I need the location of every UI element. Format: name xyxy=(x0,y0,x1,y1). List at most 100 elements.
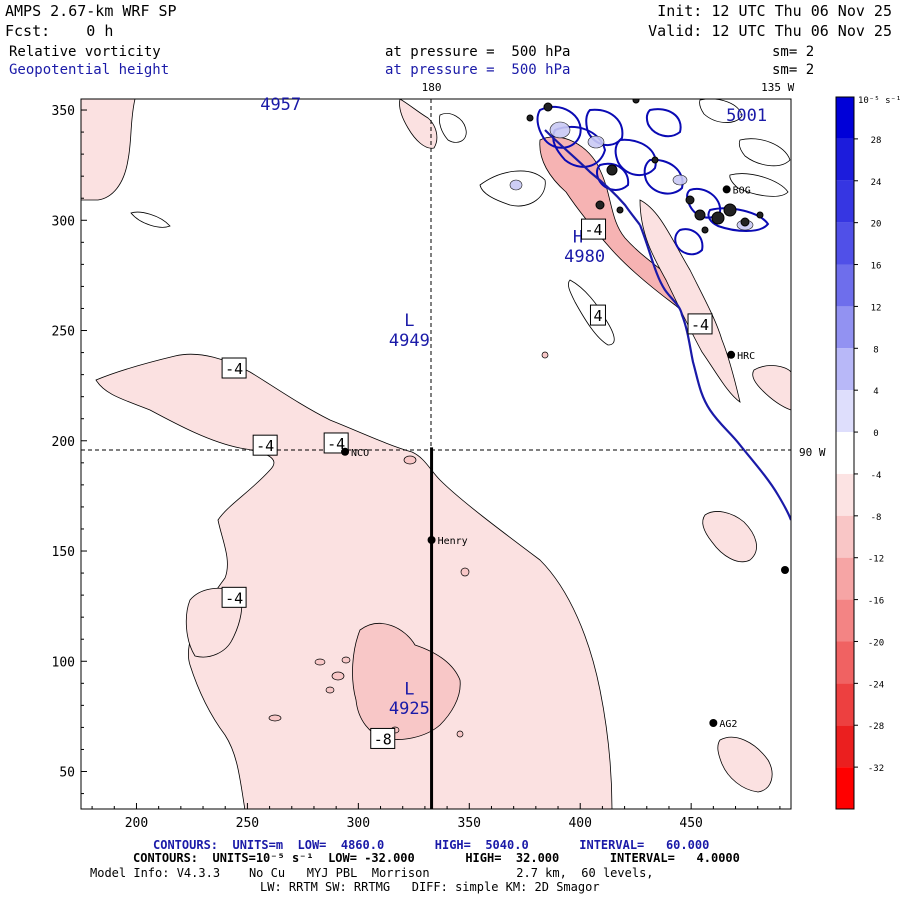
colorbar-tick-label: -28 xyxy=(868,722,884,732)
colorbar-swatch xyxy=(836,683,854,726)
vorticity-label-text: -8 xyxy=(374,730,392,748)
height-label: 4949 xyxy=(389,331,430,351)
station-label: BOG xyxy=(733,185,751,196)
station-label: NCO xyxy=(351,448,369,459)
vort-region-coast xyxy=(639,199,741,403)
colorbar-swatch xyxy=(836,725,854,768)
colorbar-swatch xyxy=(836,306,854,349)
colorbar-swatch xyxy=(836,97,854,139)
grid-label: 135 W xyxy=(761,81,794,94)
footer-contours-height: CONTOURS: UNITS=m LOW= 4860.0 HIGH= 5040… xyxy=(153,838,710,852)
colorbar-tick-label: 12 xyxy=(871,303,882,313)
y-tick-label: 50 xyxy=(59,766,75,781)
vorticity-label-box xyxy=(589,304,606,326)
vorticity-label-box xyxy=(252,434,278,456)
footer-model-physics: LW: RRTM SW: RRTMG DIFF: simple KM: 2D S… xyxy=(260,880,600,894)
vorticity-label-text: -4 xyxy=(691,316,709,334)
colorbar-swatch xyxy=(836,138,854,181)
colorbar-swatch xyxy=(836,264,854,307)
station-label: AG2 xyxy=(719,719,737,730)
height-contour-north xyxy=(544,129,641,226)
vorticity-label-box xyxy=(687,313,713,335)
y-tick-label: 200 xyxy=(52,435,75,450)
vort-region-island xyxy=(439,113,467,143)
vorticity-label-text: -4 xyxy=(585,221,603,239)
vorticity-label-text: -4 xyxy=(256,437,274,455)
vorticity-label: -4 xyxy=(687,313,713,335)
station-marker xyxy=(722,185,731,194)
vorticity-label-box xyxy=(221,586,247,608)
forecast-hour: Fcst: 0 h xyxy=(5,22,114,40)
colorbar-swatch xyxy=(836,515,854,558)
colorbar-swatch xyxy=(836,432,854,474)
plot-frame xyxy=(80,98,792,810)
station-marker xyxy=(427,535,436,544)
vort-positive-cluster xyxy=(536,105,770,256)
colorbar-swatch xyxy=(836,557,854,600)
vorticity-labels: -4 -4 -4 -4 4 -4 -4 -8 xyxy=(221,218,713,749)
station: Henry xyxy=(427,535,468,547)
colorbar-swatch xyxy=(836,390,854,433)
height-label: 4957 xyxy=(260,95,301,115)
colorbar-swatch xyxy=(836,767,854,809)
vorticity-label: -4 xyxy=(252,434,278,456)
y-tick-label: 100 xyxy=(52,655,75,670)
colorbar-frame xyxy=(835,96,855,810)
colorbar-tick-label: 24 xyxy=(871,178,882,188)
valid-time: Valid: 12 UTC Thu 06 Nov 25 xyxy=(648,22,892,40)
vort-region-east1 xyxy=(702,511,757,563)
grid-labels: 180 135 W 90 W xyxy=(422,81,826,459)
colorbar-swatch xyxy=(836,222,854,265)
model-title: AMPS 2.67-km WRF SP xyxy=(5,2,177,20)
station-label: HRC xyxy=(737,351,755,362)
vorticity-label: 4 xyxy=(589,304,606,326)
height-label: 4925 xyxy=(389,699,430,719)
vort-region-west xyxy=(81,99,136,201)
station-marker xyxy=(727,350,736,359)
vorticity-label-box xyxy=(581,218,607,240)
colorbar-tick-label: -4 xyxy=(871,471,882,481)
y-tick-label: 250 xyxy=(52,325,75,340)
vorticity-label: -4 xyxy=(221,357,247,379)
init-time: Init: 12 UTC Thu 06 Nov 25 xyxy=(657,2,892,20)
colorbar-tick-label: 16 xyxy=(871,262,882,272)
y-tick-label: 350 xyxy=(52,104,75,119)
vorticity-label: -4 xyxy=(323,432,349,454)
colorbar: 10⁻⁵ s⁻¹ 28 24 20 16 12 8 4 0 -4 -8 -12 -16 -20 -24 -28… xyxy=(835,96,900,810)
x-tick-label: 400 xyxy=(568,816,591,831)
field2-name: Geopotential height xyxy=(9,62,170,78)
footer-contours-vorticity: CONTOURS: UNITS=10⁻⁵ s⁻¹ LOW= -32.000 HI… xyxy=(133,851,740,865)
footer-model-info: Model Info: V4.3.3 No Cu MYJ PBL Morriso… xyxy=(90,866,654,880)
vort-region-east3 xyxy=(752,365,791,411)
x-tick-label: 450 xyxy=(679,816,702,831)
axes: 200 250 300 350 400 450 50 100 150 200 250 300 350 xyxy=(52,104,781,831)
vort-region-north xyxy=(399,99,438,149)
field1-name: Relative vorticity xyxy=(9,44,161,60)
colorbar-swatch xyxy=(836,348,854,391)
grid-label: 180 xyxy=(422,81,442,94)
vorticity-label-text: -4 xyxy=(327,435,345,453)
vort-zero-contours xyxy=(479,99,791,207)
vorticity-label: -4 xyxy=(221,586,247,608)
vorticity-label: -4 xyxy=(581,218,607,240)
vort-region-main xyxy=(95,353,613,809)
colorbar-tick-label: -16 xyxy=(868,597,884,607)
colorbar-tick-label: -12 xyxy=(868,555,884,565)
vort-region-east2 xyxy=(717,736,773,793)
vorticity-label-text: -4 xyxy=(225,360,243,378)
colorbar-swatch xyxy=(836,180,854,223)
colorbar-swatch xyxy=(836,641,854,684)
colorbar-swatch xyxy=(836,473,854,516)
field1-smoothing: sm= 2 xyxy=(772,44,815,60)
colorbar-tick-label: 28 xyxy=(871,136,882,146)
vorticity-label-box xyxy=(323,432,349,454)
colorbar-tick-label: -24 xyxy=(868,680,884,690)
height-label: L xyxy=(404,679,414,699)
x-tick-label: 250 xyxy=(236,816,259,831)
x-tick-label: 350 xyxy=(458,816,481,831)
vorticity-label-text: 4 xyxy=(593,307,602,325)
station-marker xyxy=(709,719,718,728)
x-tick-label: 200 xyxy=(125,816,148,831)
height-label: H xyxy=(573,227,583,247)
